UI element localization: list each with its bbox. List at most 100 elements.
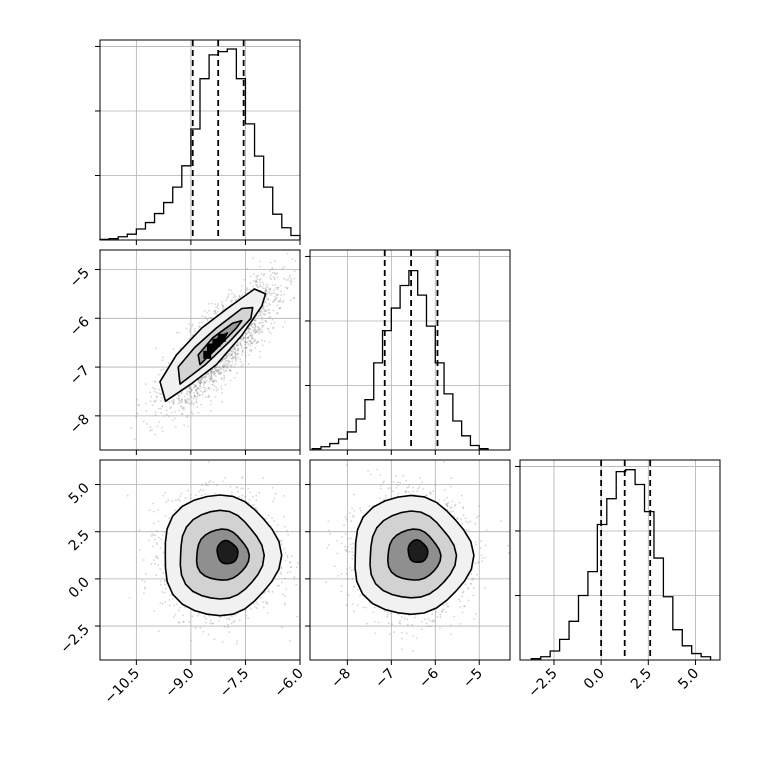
scatter-point [213,371,216,373]
scatter-point [202,489,205,492]
scatter-point [279,300,282,303]
scatter-point [261,324,264,327]
scatter-point [136,398,139,401]
scatter-point [215,484,218,486]
scatter-point [235,357,238,360]
scatter-point [254,326,257,328]
scatter-point [259,285,261,288]
scatter-point [223,371,226,373]
scatter-point [203,309,206,312]
scatter-point [280,626,283,629]
scatter-point [226,365,229,368]
scatter-point [210,370,213,373]
scatter-point [222,364,224,367]
scatter-point [143,592,145,594]
scatter-point [227,293,230,295]
scatter-point [228,352,231,355]
scatter-point [247,331,250,333]
scatter-point [268,312,271,314]
scatter-point [239,358,242,361]
scatter-point [240,290,242,292]
scatter-point [168,604,171,607]
scatter-point [289,299,292,301]
scatter-point [214,303,217,305]
scatter-point [177,397,180,400]
scatter-point [180,392,183,394]
scatter-point [242,363,244,366]
scatter-point [200,382,203,385]
scatter-point [230,350,233,353]
scatter-point [260,597,263,599]
scatter-point [269,276,271,279]
scatter-point [244,495,246,498]
scatter-point [230,354,233,357]
scatter-point [234,348,236,350]
scatter-point [250,342,252,345]
scatter-point [265,291,267,294]
scatter-point [293,277,296,280]
scatter-point [250,341,253,344]
scatter-point [238,495,241,498]
scatter-point [229,485,232,488]
scatter-point [214,375,217,378]
scatter-point [209,316,212,319]
scatter-point [235,642,238,645]
scatter-point [239,341,241,344]
scatter-point [232,356,234,358]
scatter-point [276,584,279,587]
scatter-point [189,395,192,398]
scatter-point [199,380,202,383]
scatter-point [219,362,222,365]
scatter-point [213,381,215,383]
scatter-point [225,357,228,360]
scatter-point [167,499,170,501]
scatter-point [242,337,245,339]
scatter-point [229,379,232,382]
scatter-point [191,615,194,618]
scatter-point [250,324,253,327]
scatter-point [288,276,291,279]
scatter-point [160,393,162,396]
scatter-point [201,484,203,486]
scatter-point [198,490,201,493]
scatter-point [283,577,286,580]
scatter-point [210,379,212,381]
scatter-point [173,400,175,403]
scatter-point [163,591,166,594]
scatter-point [274,284,277,286]
scatter-point [196,394,199,397]
scatter-point [185,392,188,395]
scatter-point [212,388,215,391]
scatter-point [176,397,179,400]
scatter-point [214,367,216,369]
scatter-point [265,310,267,313]
scatter-point [147,539,150,542]
scatter-point [234,349,237,352]
scatter-point [245,614,248,617]
scatter-point [162,551,165,554]
scatter-point [274,295,277,298]
scatter-point [230,353,233,356]
scatter-point [231,347,234,350]
scatter-point [178,409,180,412]
scatter-point [173,402,175,405]
scatter-point [239,342,242,345]
scatter-point [189,388,192,390]
scatter-point [224,365,227,367]
scatter-point [237,352,240,355]
scatter-point [210,378,212,380]
scatter-point [259,278,262,281]
scatter-point [244,343,247,346]
scatter-point [169,407,172,410]
scatter-point [218,372,221,375]
scatter-point [282,326,284,328]
scatter-point [220,371,223,374]
scatter-point [272,500,275,503]
scatter-point [274,299,276,301]
scatter-point [236,372,238,375]
scatter-point [256,341,259,344]
scatter-point [282,300,285,303]
scatter-point [263,340,266,343]
scatter-point [250,608,252,610]
scatter-point [262,287,265,290]
